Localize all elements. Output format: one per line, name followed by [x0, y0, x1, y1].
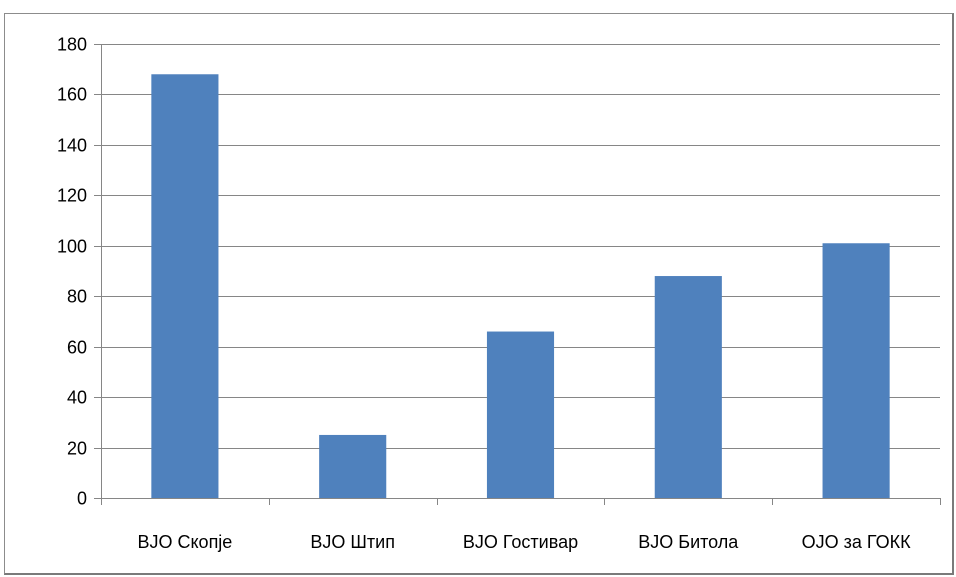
bar-2: [319, 434, 387, 498]
y-tick-label: 20: [67, 439, 87, 459]
y-tick-label: 140: [57, 136, 87, 156]
bars: [151, 74, 890, 499]
y-tick-label: 180: [57, 35, 87, 55]
y-tick-label: 0: [77, 489, 87, 509]
y-tick-labels: 0 20 40 60 80 100 120 140 160 180: [57, 35, 87, 509]
y-tick-label: 100: [57, 237, 87, 257]
x-tick-label: ВЈО Скопје: [137, 532, 232, 552]
x-tick-label: ОЈО за ГОКК: [802, 532, 911, 552]
bar-5: [822, 243, 890, 498]
x-tick-label: ВЈО Штип: [310, 532, 395, 552]
bar-4: [654, 276, 722, 498]
x-tick-labels: ВЈО Скопје ВЈО Штип ВЈО Гостивар ВЈО Битола…: [137, 532, 911, 552]
y-tick-label: 80: [67, 287, 87, 307]
bar-3: [486, 331, 555, 498]
y-tick-label: 160: [57, 85, 87, 105]
bar-1: [151, 74, 219, 499]
x-tick-label: ВЈО Гостивар: [463, 532, 578, 552]
x-tick-label: ВЈО Битола: [638, 532, 739, 552]
y-tick-label: 40: [67, 388, 87, 408]
y-tick-label: 120: [57, 186, 87, 206]
gridlines: [101, 44, 940, 449]
y-tick-label: 60: [67, 338, 87, 358]
axes: [94, 44, 941, 505]
